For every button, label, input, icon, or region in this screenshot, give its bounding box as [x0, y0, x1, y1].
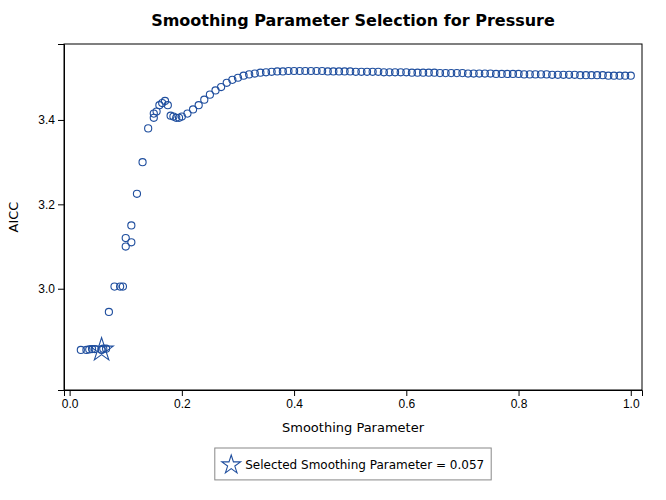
point [627, 72, 634, 79]
chart: 0.0 0.2 0.4 0.6 0.8 1.0 3.0 3.2 3.4 Smoothing Par… [0, 0, 666, 500]
point [128, 222, 135, 229]
point [119, 283, 126, 290]
y-tick-mark [58, 289, 64, 290]
legend-item: Selected Smoothing Parameter = 0.057 [222, 455, 484, 473]
y-tick: 3.4 [38, 113, 64, 127]
marks [77, 67, 634, 359]
selected-point [90, 338, 113, 360]
y-tick: 3.0 [38, 282, 64, 296]
x-tick: 0.4 [286, 390, 303, 411]
point [164, 102, 171, 109]
point [133, 190, 140, 197]
y-tick-mark [58, 120, 64, 121]
point [105, 308, 112, 315]
y-tick-label: 3.0 [38, 282, 55, 296]
plot: 0.0 0.2 0.4 0.6 0.8 1.0 3.0 3.2 3.4 [38, 44, 642, 411]
x-tick: 0.2 [174, 390, 191, 411]
y-axis-line [58, 45, 65, 391]
x-tick-mark [70, 390, 71, 396]
plot-frame [64, 44, 642, 390]
point [128, 239, 135, 246]
x-tick-label: 0.2 [174, 397, 191, 411]
x-tick: 0.0 [62, 390, 79, 411]
title: Smoothing Parameter Selection for Pressu… [151, 11, 555, 30]
y-axis: 3.0 3.2 3.4 [38, 45, 64, 391]
x-axis: 0.0 0.2 0.4 0.6 0.8 1.0 [62, 390, 643, 411]
series [90, 338, 113, 360]
y-axis-title: AICC [6, 202, 21, 233]
x-tick-mark [294, 390, 295, 396]
x-tick-label: 0.8 [511, 397, 528, 411]
x-tick-label: 0.0 [62, 397, 79, 411]
x-tick: 1.0 [623, 390, 640, 411]
point [139, 159, 146, 166]
x-tick-label: 0.4 [286, 397, 303, 411]
legend-items: Selected Smoothing Parameter = 0.057 [222, 455, 484, 473]
x-tick: 0.8 [511, 390, 528, 411]
x-tick: 0.6 [398, 390, 415, 411]
series [77, 67, 634, 353]
x-tick-label: 0.6 [398, 397, 415, 411]
x-axis-title: Smoothing Parameter [282, 420, 425, 435]
y-tick-label: 3.2 [38, 198, 55, 212]
legend-frame [215, 448, 491, 480]
x-tick-mark [631, 390, 632, 396]
x-tick-mark [182, 390, 183, 396]
x-tick-label: 1.0 [623, 397, 640, 411]
x-axis-line [65, 391, 643, 397]
x-tick-mark [406, 390, 407, 396]
x-tick-mark [519, 390, 520, 396]
y-tick-label: 3.4 [38, 113, 55, 127]
legend-label: Selected Smoothing Parameter = 0.057 [245, 458, 484, 472]
y-tick: 3.2 [38, 198, 64, 212]
legend-symbol [222, 455, 241, 473]
legend: Selected Smoothing Parameter = 0.057 [215, 448, 491, 480]
point [145, 125, 152, 132]
y-tick-mark [58, 204, 64, 205]
